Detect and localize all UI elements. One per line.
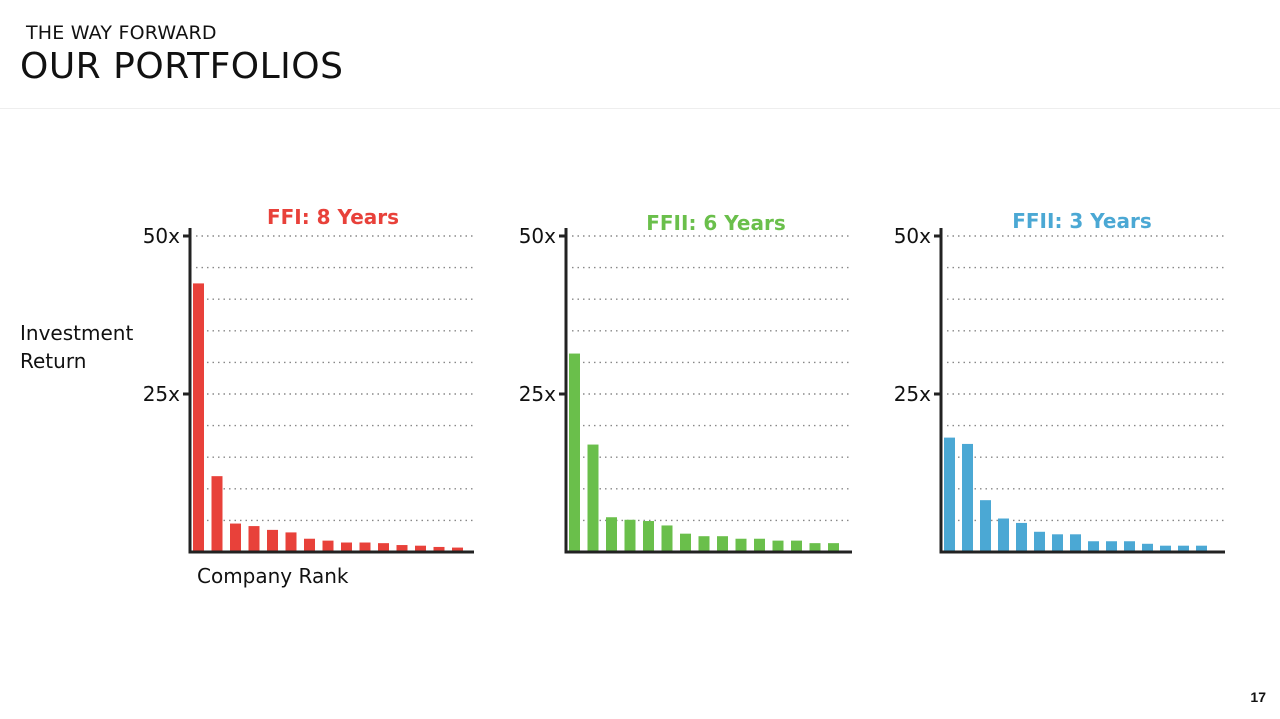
y-axis-label: Investment Return bbox=[20, 321, 133, 373]
bar bbox=[378, 543, 389, 552]
section-eyebrow: THE WAY FORWARD bbox=[26, 22, 217, 44]
bar bbox=[698, 536, 710, 552]
bar bbox=[624, 519, 636, 552]
bar bbox=[1052, 534, 1063, 552]
bar bbox=[193, 283, 204, 552]
bar bbox=[569, 353, 580, 552]
bar bbox=[587, 444, 599, 552]
bar bbox=[248, 526, 260, 552]
chart-title: FFII: 6 Years bbox=[646, 211, 786, 235]
bar bbox=[415, 545, 426, 552]
bar bbox=[998, 518, 1009, 552]
bar bbox=[1088, 541, 1099, 552]
y-tick-label: 50x bbox=[894, 224, 931, 248]
chart-title: FFII: 3 Years bbox=[1012, 209, 1152, 233]
bar bbox=[341, 542, 352, 552]
bar bbox=[1142, 543, 1153, 552]
bar bbox=[643, 521, 654, 552]
bar bbox=[772, 540, 784, 552]
bar bbox=[962, 443, 973, 552]
y-tick-label: 50x bbox=[143, 224, 180, 248]
bar bbox=[230, 523, 241, 552]
bar bbox=[211, 476, 223, 552]
bar bbox=[980, 500, 991, 552]
page-title: OUR PORTFOLIOS bbox=[20, 46, 344, 87]
bar bbox=[735, 538, 747, 552]
chart-title: FFI: 8 Years bbox=[267, 205, 399, 229]
bar bbox=[717, 536, 728, 552]
bar bbox=[267, 529, 278, 552]
bar bbox=[661, 525, 673, 552]
x-axis-label: Company Rank bbox=[197, 564, 349, 588]
bar bbox=[809, 543, 821, 552]
y-tick-label: 50x bbox=[519, 224, 556, 248]
bar bbox=[1160, 545, 1171, 552]
y-tick-label: 25x bbox=[894, 382, 931, 406]
bar bbox=[1196, 545, 1207, 552]
bar bbox=[1124, 541, 1135, 552]
page-number: 17 bbox=[1250, 689, 1266, 705]
bar bbox=[944, 437, 955, 552]
bar bbox=[606, 517, 617, 552]
bar bbox=[304, 538, 315, 552]
bar bbox=[1070, 534, 1081, 552]
bar bbox=[828, 543, 839, 552]
bar bbox=[359, 542, 371, 552]
bar bbox=[1034, 531, 1045, 552]
bar bbox=[396, 545, 408, 552]
bar bbox=[1016, 522, 1027, 552]
slide-header: THE WAY FORWARD OUR PORTFOLIOS bbox=[0, 0, 1280, 109]
bar bbox=[1106, 541, 1117, 552]
bar bbox=[452, 547, 463, 552]
y-tick-label: 25x bbox=[143, 382, 180, 406]
bar bbox=[285, 532, 297, 552]
bar bbox=[680, 533, 691, 552]
bar bbox=[1178, 545, 1189, 552]
bar bbox=[791, 540, 802, 552]
bar bbox=[322, 540, 334, 552]
bar bbox=[433, 546, 445, 552]
bar bbox=[754, 538, 765, 552]
y-tick-label: 25x bbox=[519, 382, 556, 406]
